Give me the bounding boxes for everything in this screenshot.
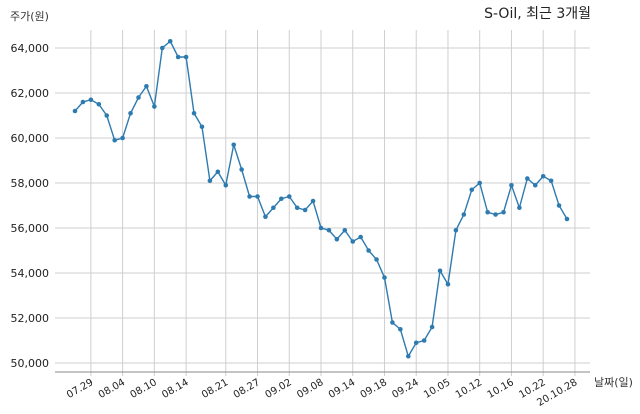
data-point bbox=[366, 248, 371, 253]
data-point bbox=[350, 239, 356, 244]
data-point bbox=[342, 227, 348, 233]
data-point bbox=[382, 275, 387, 280]
data-point bbox=[548, 178, 554, 184]
data-point bbox=[255, 194, 260, 199]
data-point bbox=[80, 99, 86, 105]
data-point bbox=[88, 97, 94, 103]
data-point bbox=[437, 268, 443, 274]
x-axis-label: 날짜(일) bbox=[594, 375, 633, 389]
data-point bbox=[493, 212, 498, 217]
data-point bbox=[461, 212, 467, 217]
data-point bbox=[310, 198, 316, 204]
x-tick-label: 07.29 bbox=[65, 377, 95, 401]
data-point bbox=[286, 194, 292, 199]
data-point bbox=[477, 180, 483, 186]
y-tick-label: 54,000 bbox=[11, 267, 50, 280]
data-point bbox=[294, 205, 300, 211]
data-point bbox=[485, 209, 490, 215]
data-point bbox=[215, 169, 221, 175]
y-tick-label: 64,000 bbox=[11, 42, 50, 55]
data-point bbox=[517, 205, 522, 211]
data-point bbox=[247, 194, 252, 199]
data-point bbox=[318, 225, 324, 231]
data-point bbox=[358, 234, 363, 240]
data-point bbox=[556, 203, 562, 208]
data-point bbox=[112, 137, 117, 143]
data-point bbox=[374, 257, 379, 262]
y-tick-label: 62,000 bbox=[11, 87, 50, 100]
x-tick-label: 08.27 bbox=[232, 377, 262, 401]
x-tick-label: 08.04 bbox=[97, 377, 127, 401]
x-tick-label: 09.08 bbox=[295, 377, 325, 401]
data-point bbox=[183, 54, 189, 60]
data-point bbox=[429, 324, 435, 330]
data-point bbox=[144, 83, 149, 89]
data-point bbox=[128, 110, 133, 116]
data-point bbox=[390, 320, 395, 325]
data-point bbox=[564, 216, 570, 222]
x-tick-label: 10.05 bbox=[422, 377, 452, 401]
x-tick-label: 08.10 bbox=[129, 377, 159, 401]
data-point bbox=[207, 178, 213, 184]
y-tick-labels: 50,000 52,000 54,000 56,000 58,000 60,000 62,0… bbox=[11, 42, 50, 370]
data-point bbox=[159, 45, 165, 51]
data-point bbox=[191, 110, 197, 116]
data-point bbox=[175, 54, 181, 60]
data-point bbox=[453, 227, 459, 233]
data-point bbox=[72, 108, 78, 114]
data-point bbox=[152, 104, 157, 109]
data-point bbox=[525, 176, 530, 181]
data-point bbox=[271, 205, 276, 211]
data-point bbox=[445, 281, 451, 287]
y-tick-label: 58,000 bbox=[11, 177, 50, 190]
data-point bbox=[413, 340, 419, 346]
x-tick-label: 09.18 bbox=[359, 377, 389, 401]
x-tick-labels: 07.29 08.04 08.10 08.14 08.21 08.27 09.02 09.08… bbox=[65, 377, 579, 409]
data-point bbox=[104, 113, 110, 118]
data-point bbox=[120, 135, 125, 141]
data-point bbox=[501, 209, 506, 215]
chart-title: S-Oil, 최근 3개월 bbox=[484, 6, 591, 22]
data-point bbox=[405, 353, 411, 359]
data-point bbox=[167, 38, 173, 44]
data-point bbox=[302, 207, 308, 213]
y-tick-label: 52,000 bbox=[11, 312, 50, 325]
x-tick-label: 10.12 bbox=[454, 377, 484, 401]
data-point bbox=[398, 326, 403, 332]
x-tick-label: 08.14 bbox=[160, 377, 190, 401]
x-tick-label: 09.02 bbox=[263, 377, 293, 401]
data-point bbox=[199, 124, 205, 130]
y-tick-label: 50,000 bbox=[11, 357, 50, 370]
data-point bbox=[540, 173, 546, 179]
data-point bbox=[263, 214, 268, 220]
y-axis-label: 주가(원) bbox=[10, 10, 49, 23]
data-point bbox=[136, 95, 141, 100]
grid bbox=[55, 30, 590, 376]
data-point bbox=[469, 187, 475, 193]
data-point bbox=[326, 227, 332, 233]
data-point bbox=[96, 101, 102, 107]
data-point bbox=[231, 142, 237, 148]
data-point bbox=[239, 167, 244, 172]
data-point bbox=[532, 182, 538, 188]
y-tick-label: 60,000 bbox=[11, 132, 50, 145]
data-point bbox=[334, 236, 340, 242]
y-tick-label: 56,000 bbox=[11, 222, 50, 235]
data-point bbox=[279, 196, 284, 202]
x-tick-label: 10.16 bbox=[486, 377, 516, 401]
data-point bbox=[509, 182, 514, 188]
data-point bbox=[421, 338, 427, 343]
x-tick-label: 09.24 bbox=[390, 377, 420, 401]
x-tick-label: 08.21 bbox=[200, 377, 230, 401]
price-points bbox=[72, 38, 570, 359]
data-point bbox=[223, 182, 229, 188]
x-tick-label: 09.14 bbox=[327, 377, 357, 401]
